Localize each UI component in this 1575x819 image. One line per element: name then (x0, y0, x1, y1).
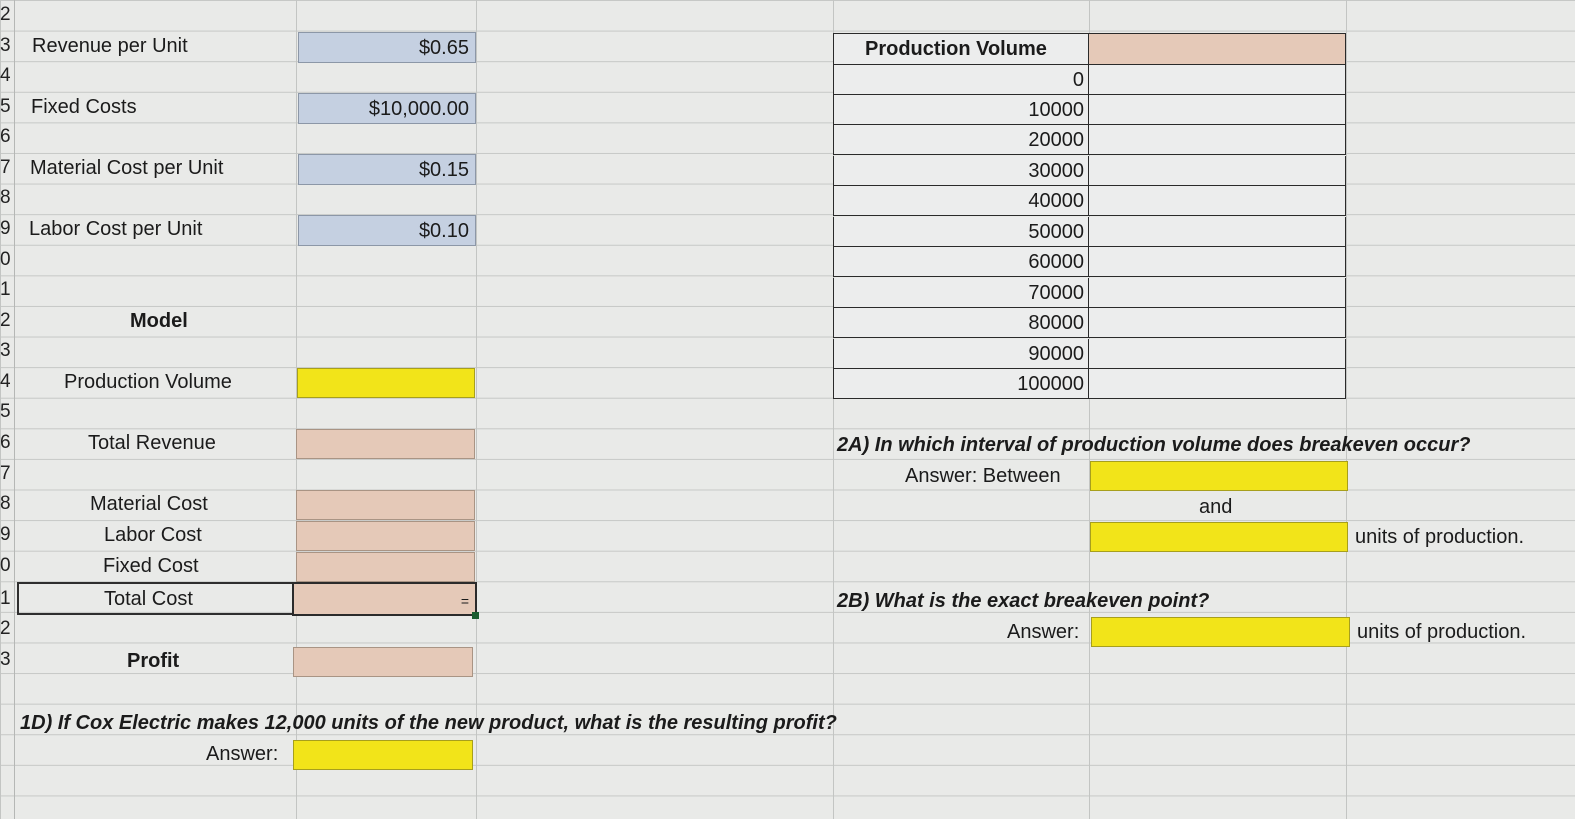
table-volume-cell[interactable]: 60000 (833, 247, 1089, 277)
labor-cost-per-unit-label: Labor Cost per Unit (29, 218, 203, 240)
profit-cell[interactable] (293, 647, 473, 677)
table-volume-cell[interactable]: 100000 (833, 369, 1089, 399)
fixed-cost-label: Fixed Cost (103, 555, 199, 577)
table-result-cell[interactable] (1089, 369, 1346, 399)
table-volume-cell[interactable]: 40000 (833, 186, 1089, 216)
row-number[interactable]: 6 (0, 432, 11, 453)
row-number[interactable]: 2 (0, 618, 11, 639)
table-volume-cell[interactable]: 90000 (833, 339, 1089, 369)
row-number[interactable]: 3 (0, 649, 11, 670)
table-result-cell[interactable] (1089, 95, 1346, 125)
profit-label: Profit (127, 650, 180, 672)
answer-2a-units: units of production. (1355, 526, 1524, 548)
column-divider (1089, 0, 1090, 819)
row-number[interactable]: 2 (0, 4, 11, 25)
fixed-costs-value: $10,000.00 (368, 98, 469, 120)
material-cost-cell[interactable] (296, 490, 475, 520)
row-number[interactable]: 4 (0, 65, 11, 86)
answer-2a-upper-input[interactable] (1090, 522, 1348, 552)
row-number[interactable]: 1 (0, 588, 11, 609)
fixed-cost-cell[interactable] (296, 552, 475, 582)
row-number[interactable]: 3 (0, 35, 11, 56)
question-1d: 1D) If Cox Electric makes 12,000 units o… (20, 712, 837, 734)
table-volume-cell[interactable]: 30000 (833, 156, 1089, 186)
row-number[interactable]: 2 (0, 310, 11, 331)
labor-cost-label: Labor Cost (104, 524, 202, 546)
answer-2a-label: Answer: Between (905, 465, 1061, 487)
material-cost-label: Material Cost (90, 493, 208, 515)
row-number[interactable]: 8 (0, 493, 11, 514)
row-number[interactable]: 5 (0, 96, 11, 117)
labor-cost-cell[interactable] (296, 521, 475, 551)
total-cost-label-cell[interactable] (17, 582, 293, 615)
table-result-cell[interactable] (1089, 125, 1346, 155)
question-2a: 2A) In which interval of production volu… (837, 434, 1471, 456)
column-divider (833, 0, 834, 819)
row-number[interactable]: 7 (0, 157, 11, 178)
answer-2b-units: units of production. (1357, 621, 1526, 643)
row-number[interactable]: 9 (0, 218, 11, 239)
table-volume-cell[interactable]: 70000 (833, 278, 1089, 308)
row-number[interactable]: 9 (0, 524, 11, 545)
total-revenue-cell[interactable] (296, 429, 475, 459)
production-volume-input[interactable] (297, 368, 475, 398)
material-cost-per-unit-cell[interactable]: $0.15 (298, 154, 476, 185)
fill-handle[interactable] (472, 612, 479, 619)
column-divider (476, 0, 477, 819)
answer-2b-label: Answer: (1007, 621, 1080, 643)
revenue-per-unit-cell[interactable]: $0.65 (298, 32, 476, 63)
row-number[interactable]: 5 (0, 401, 11, 422)
table-result-cell[interactable] (1089, 217, 1346, 247)
material-cost-per-unit-value: $0.15 (418, 159, 469, 181)
row-number[interactable]: 1 (0, 279, 11, 300)
table-result-cell[interactable] (1089, 156, 1346, 186)
answer-1d-label: Answer: (206, 743, 279, 765)
total-revenue-label: Total Revenue (88, 432, 216, 454)
labor-cost-per-unit-cell[interactable]: $0.10 (298, 215, 476, 246)
table-header-cell[interactable]: Production Volume (833, 33, 1089, 65)
table-volume-cell[interactable]: 80000 (833, 308, 1089, 338)
table-volume-cell[interactable]: 0 (833, 65, 1089, 95)
answer-2a-and: and (1199, 496, 1233, 518)
material-cost-per-unit-label: Material Cost per Unit (30, 157, 224, 179)
column-divider (1346, 0, 1347, 819)
answer-2b-input[interactable] (1091, 617, 1350, 647)
revenue-per-unit-label: Revenue per Unit (32, 35, 188, 57)
table-result-cell[interactable] (1089, 308, 1346, 338)
column-divider (296, 0, 297, 819)
table-result-cell[interactable] (1089, 339, 1346, 369)
row-number[interactable]: 0 (0, 249, 11, 270)
fixed-costs-cell[interactable]: $10,000.00 (298, 93, 476, 124)
answer-1d-input[interactable] (293, 740, 473, 770)
row-number[interactable]: 3 (0, 340, 11, 361)
total-cost-formula: = (460, 593, 469, 609)
table-volume-cell[interactable]: 10000 (833, 95, 1089, 125)
row-number[interactable]: 4 (0, 371, 11, 392)
table-header: Production Volume (865, 38, 1047, 60)
answer-2a-lower-input[interactable] (1090, 461, 1348, 491)
table-header-value-cell[interactable] (1089, 33, 1346, 65)
table-result-cell[interactable] (1089, 278, 1346, 308)
table-volume-cell[interactable]: 20000 (833, 125, 1089, 155)
table-result-cell[interactable] (1089, 186, 1346, 216)
row-header-border (14, 0, 15, 819)
production-volume-label: Production Volume (64, 371, 232, 393)
row-number[interactable]: 0 (0, 555, 11, 576)
fixed-costs-label: Fixed Costs (31, 96, 137, 118)
revenue-per-unit-value: $0.65 (418, 37, 469, 59)
table-volume-cell[interactable]: 50000 (833, 217, 1089, 247)
row-number[interactable]: 8 (0, 187, 11, 208)
question-2b: 2B) What is the exact breakeven point? (837, 590, 1210, 612)
table-result-cell[interactable] (1089, 65, 1346, 95)
total-cost-label: Total Cost (104, 588, 193, 610)
row-number[interactable]: 7 (0, 463, 11, 484)
table-result-cell[interactable] (1089, 247, 1346, 277)
labor-cost-per-unit-value: $0.10 (418, 220, 469, 242)
model-heading: Model (130, 310, 188, 332)
row-number[interactable]: 6 (0, 126, 11, 147)
total-cost-cell-selected[interactable]: = (292, 582, 477, 616)
